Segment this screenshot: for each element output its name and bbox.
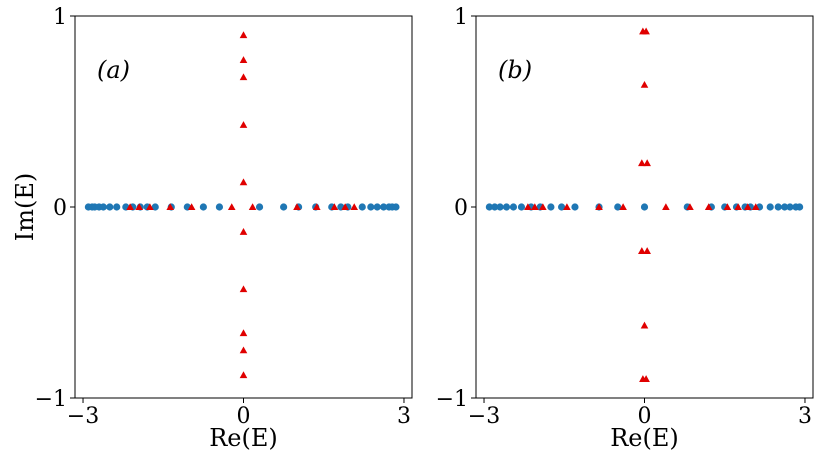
data-point-triangle bbox=[135, 203, 143, 211]
data-point-circle bbox=[796, 203, 804, 211]
data-point-triangle bbox=[239, 121, 248, 128]
data-point-triangle bbox=[524, 203, 532, 211]
data-point-triangle bbox=[642, 27, 650, 35]
data-point-circle bbox=[380, 203, 388, 211]
data-point-circle bbox=[502, 203, 511, 211]
data-point-triangle bbox=[743, 203, 752, 211]
data-point-circle bbox=[547, 203, 555, 211]
data-point-triangle bbox=[166, 203, 175, 211]
data-point-circle bbox=[557, 203, 566, 211]
data-point-circle bbox=[280, 203, 288, 211]
panel-label: (b) bbox=[498, 56, 532, 84]
data-point-triangle bbox=[638, 159, 646, 167]
data-point-triangle bbox=[187, 203, 196, 211]
data-point-triangle bbox=[662, 203, 670, 211]
data-point-triangle bbox=[239, 31, 248, 39]
data-point-triangle bbox=[723, 203, 732, 211]
data-point-circle bbox=[215, 203, 224, 211]
data-point-circle bbox=[571, 203, 579, 211]
data-point-triangle bbox=[330, 203, 339, 211]
data-point-circle bbox=[766, 203, 774, 211]
data-point-triangle bbox=[595, 203, 603, 211]
data-point-circle bbox=[358, 203, 366, 211]
data-point-circle bbox=[509, 203, 518, 211]
x-axis-label: Re(E) bbox=[209, 424, 278, 452]
data-point-circle bbox=[485, 203, 493, 211]
chart-panel-2: −3 0 3 −1 0 1 Re(E) (b) bbox=[436, 5, 814, 452]
data-point-circle bbox=[640, 203, 649, 211]
triangle-series bbox=[524, 27, 760, 382]
data-point-triangle bbox=[227, 203, 236, 211]
x-tick-label: 0 bbox=[638, 404, 652, 429]
y-tick-label: −1 bbox=[436, 387, 468, 412]
data-point-circle bbox=[392, 203, 400, 211]
data-point-triangle bbox=[239, 329, 248, 337]
data-point-triangle bbox=[239, 56, 248, 63]
data-point-triangle bbox=[239, 371, 248, 379]
chart-panel-1: −3 0 3 −1 0 1 Re(E) Im(E) (a) bbox=[11, 5, 413, 452]
data-point-triangle bbox=[248, 203, 257, 211]
data-point-triangle bbox=[350, 203, 359, 211]
data-point-circle bbox=[373, 203, 381, 211]
x-tick-label: −3 bbox=[468, 404, 500, 429]
data-point-circle bbox=[367, 203, 375, 211]
data-point-circle bbox=[113, 203, 121, 211]
data-point-circle bbox=[614, 203, 622, 211]
data-point-circle bbox=[199, 203, 207, 211]
data-point-circle bbox=[781, 203, 789, 211]
data-point-triangle bbox=[293, 203, 301, 211]
data-point-triangle bbox=[686, 203, 694, 211]
data-point-triangle bbox=[642, 375, 650, 382]
data-point-triangle bbox=[640, 321, 649, 329]
x-axis-label: Re(E) bbox=[610, 424, 679, 452]
data-point-circle bbox=[106, 203, 114, 211]
data-point-triangle bbox=[126, 203, 134, 211]
data-point-triangle bbox=[539, 203, 547, 211]
data-point-circle bbox=[99, 203, 107, 211]
data-point-triangle bbox=[563, 203, 571, 211]
data-point-circle bbox=[151, 203, 159, 211]
data-point-triangle bbox=[643, 247, 651, 254]
data-point-circle bbox=[496, 203, 504, 211]
data-point-triangle bbox=[146, 203, 154, 211]
data-point-circle bbox=[774, 203, 782, 211]
data-point-triangle bbox=[751, 203, 760, 211]
data-point-triangle bbox=[704, 203, 713, 211]
data-point-triangle bbox=[239, 178, 248, 186]
y-axis-label: Im(E) bbox=[11, 173, 39, 241]
y-tick-label: 1 bbox=[53, 5, 67, 30]
data-point-triangle bbox=[638, 247, 646, 254]
x-tick-label: −3 bbox=[67, 404, 99, 429]
data-point-triangle bbox=[239, 346, 248, 354]
data-point-triangle bbox=[239, 73, 248, 81]
y-tick-label: 1 bbox=[454, 5, 468, 30]
panel-label: (a) bbox=[97, 56, 130, 84]
data-point-circle bbox=[255, 203, 264, 211]
data-point-triangle bbox=[312, 203, 321, 211]
data-point-circle bbox=[517, 203, 526, 211]
data-point-triangle bbox=[341, 203, 349, 211]
x-tick-label: 0 bbox=[237, 404, 251, 429]
data-point-triangle bbox=[640, 80, 649, 88]
x-tick-label: 3 bbox=[397, 404, 411, 429]
y-tick-label: 0 bbox=[53, 196, 67, 221]
y-tick-label: 0 bbox=[454, 196, 468, 221]
data-point-triangle bbox=[734, 203, 742, 211]
x-tick-label: 3 bbox=[798, 404, 812, 429]
data-point-circle bbox=[786, 203, 794, 211]
data-point-triangle bbox=[619, 203, 627, 211]
data-point-circle bbox=[491, 203, 499, 211]
triangle-series bbox=[126, 31, 359, 379]
y-tick-label: −1 bbox=[35, 387, 67, 412]
data-point-triangle bbox=[531, 203, 539, 211]
data-point-triangle bbox=[643, 159, 651, 167]
data-point-triangle bbox=[239, 228, 248, 235]
data-point-triangle bbox=[239, 285, 248, 293]
